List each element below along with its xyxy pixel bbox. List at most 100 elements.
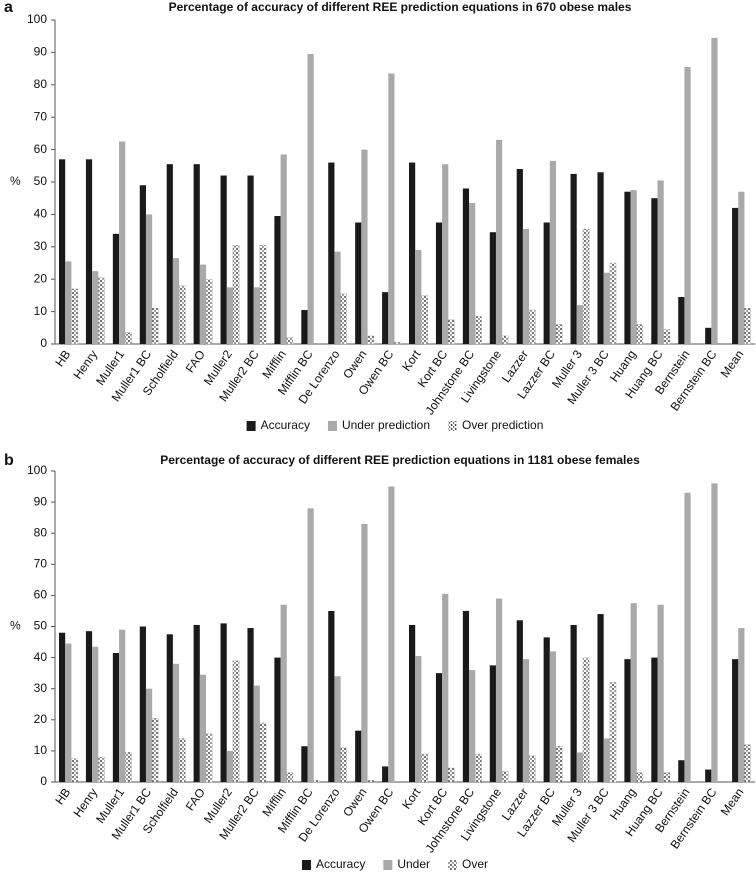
bar [630,190,637,344]
bar [421,753,428,783]
bar [274,216,281,344]
x-tick-label: FAO [183,348,208,376]
bar [705,769,712,782]
bar [85,159,93,344]
bar [549,160,557,344]
y-tick-label: 70 [34,556,48,570]
bar [421,295,428,345]
bar [657,180,664,344]
bar [220,175,227,344]
bar [145,688,153,782]
bar [705,327,712,344]
bar [528,309,536,345]
panel-label: a [4,0,13,16]
bar [409,162,416,344]
legend-swatch [327,421,337,431]
bar [543,222,550,344]
bar [388,73,395,345]
bar [71,758,78,783]
bar [597,614,604,782]
bar [489,665,496,782]
bar [549,651,557,782]
chart-title: Percentage of accuracy of different REE … [160,453,640,467]
bar [253,685,260,782]
bar [193,164,200,344]
bar [172,258,180,344]
bar [711,483,718,782]
bar [65,643,72,782]
bar [609,682,617,783]
bar [711,37,718,344]
bar [663,329,671,345]
bar [684,66,691,344]
bar [489,232,496,344]
bar [469,203,476,344]
bar [166,634,173,782]
bar [193,624,200,782]
legend: Accuracy Under prediction Over prediction [246,418,543,432]
y-tick-label: 0 [40,774,47,788]
y-tick-label: 70 [34,109,48,123]
bar [609,262,617,345]
bar [462,188,470,344]
legend-swatch [246,421,256,431]
legend-swatch [448,860,458,870]
bar [92,646,99,782]
chart-title: Percentage of accuracy of different REE … [169,0,632,14]
legend-swatch [448,421,458,431]
bar [178,738,186,783]
bar [286,772,294,783]
bar [555,746,563,783]
bar [119,141,126,344]
bar [232,245,240,345]
y-tick-label: 80 [34,77,48,91]
bar [624,191,631,344]
x-tick-label: FAO [183,786,208,814]
bar [98,756,105,783]
legend-label: Over prediction [462,418,543,432]
y-tick-label: 30 [34,239,48,253]
bar [516,169,523,344]
x-tick-label: Kort [399,347,423,374]
bar [232,660,240,783]
bar [205,279,213,345]
chart: b Percentage of accuracy of different REE… [4,452,755,871]
bar [313,780,321,783]
bar [199,264,207,344]
bar [307,54,314,345]
bar [340,747,347,783]
y-tick-label: 60 [34,588,48,602]
y-tick-label: 20 [34,712,48,726]
y-tick-label: 10 [34,743,48,757]
bar [65,261,72,344]
bar [226,750,233,782]
y-tick-label: 0 [40,336,47,350]
y-axis-label: % [10,619,21,633]
bar [367,780,374,783]
bar [448,767,455,783]
bar [657,604,664,782]
bar [274,657,281,782]
y-tick-label: 40 [34,207,48,221]
bar [139,626,146,782]
bar [570,173,577,344]
bar [502,335,509,345]
bar [624,659,631,782]
bar [732,659,739,782]
bar [738,628,745,782]
bar [125,332,132,345]
y-tick-label: 100 [27,12,47,26]
bar [145,214,153,344]
bar [570,624,577,782]
bar [388,486,395,782]
y-tick-label: 10 [34,304,48,318]
bar [603,738,610,782]
bar [152,718,159,783]
bar [367,335,374,345]
bar [152,308,159,345]
bar [280,154,287,344]
y-tick-label: 90 [34,494,48,508]
bar [301,746,308,782]
y-tick-label: 60 [34,142,48,156]
bar [85,631,93,782]
